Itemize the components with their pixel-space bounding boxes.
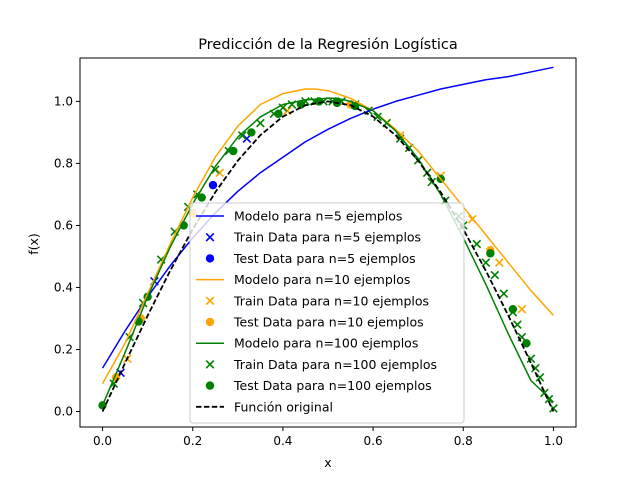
legend: Modelo para n=5 ejemplos Train Data para … [189, 202, 465, 424]
data-point [508, 304, 518, 314]
data-point [98, 401, 107, 410]
data-point [526, 354, 536, 364]
data-point [486, 249, 495, 258]
data-point [274, 109, 283, 119]
series-line [101, 97, 554, 406]
y-axis: 0.0 0.2 0.4 0.6 0.8 1.0 [54, 94, 80, 418]
data-point [373, 112, 382, 122]
data-point [210, 165, 220, 174]
legend-item: Train Data para n=10 ejemplos [205, 293, 429, 308]
data-point [517, 304, 527, 314]
y-tick-label: 0.0 [54, 404, 73, 418]
y-tick-label: 0.4 [54, 280, 73, 294]
data-point [490, 270, 500, 280]
legend-item: Modelo para n=5 ejemplos [196, 209, 402, 224]
legend-item: Test Data para n=5 ejemplos [205, 251, 416, 266]
x-tick-label: 0.6 [364, 434, 383, 448]
legend-swatch [205, 360, 215, 369]
x-tick-label: 0.8 [454, 434, 473, 448]
y-tick-label: 0.6 [54, 218, 73, 232]
data-point [179, 221, 188, 230]
x-tick-label: 0.2 [183, 434, 202, 448]
data-point [237, 131, 247, 140]
chart-title: Predicción de la Regresión Logística [198, 37, 458, 53]
y-tick-label: 0.8 [54, 156, 73, 170]
legend-label: Test Data para n=5 ejemplos [233, 251, 416, 266]
data-point [229, 146, 238, 156]
y-tick-label: 1.0 [54, 94, 73, 108]
data-point [494, 258, 504, 268]
series-modelo-para-n-5-ejemplos [101, 66, 554, 369]
legend-item: Función original [196, 399, 333, 414]
data-point [255, 118, 265, 128]
series-funcion-original [101, 100, 555, 412]
data-point [513, 320, 522, 330]
legend-label: Test Data para n=100 ejemplos [233, 378, 432, 393]
x-axis-label: x [324, 455, 331, 470]
legend-label: Modelo para n=100 ejemplos [234, 336, 418, 351]
legend-box [189, 202, 465, 424]
series-modelo-para-n-10-ejemplos [101, 88, 555, 384]
data-point [208, 180, 218, 190]
legend-label: Train Data para n=10 ejemplos [233, 293, 429, 308]
legend-item: Test Data para n=100 ejemplos [205, 378, 432, 393]
x-tick-label: 1.0 [544, 434, 563, 448]
series-test-data-para-n-5-ejemplos [208, 180, 218, 190]
series-line [101, 88, 555, 384]
legend-swatch [205, 296, 215, 306]
axes-frame [79, 57, 577, 428]
series-modelo-para-n-100-ejemplos [101, 97, 554, 406]
legend-label: Modelo para n=5 ejemplos [234, 209, 402, 224]
data-point [296, 100, 306, 109]
data-point [549, 404, 558, 413]
legend-item: Modelo para n=10 ejemplos [196, 272, 410, 287]
legend-swatch [205, 254, 215, 263]
x-tick-label: 0.0 [93, 434, 112, 448]
legend-swatch [205, 317, 215, 327]
legend-item: Modelo para n=100 ejemplos [196, 336, 418, 351]
data-point [472, 239, 482, 249]
x-tick-label: 0.4 [273, 434, 292, 448]
legend-swatch [205, 232, 215, 242]
series-line [101, 100, 555, 412]
data-point [247, 128, 256, 137]
x-axis: 0.0 0.2 0.4 0.6 0.8 1.0 [93, 427, 563, 448]
data-point [522, 339, 531, 348]
legend-item: Train Data para n=5 ejemplos [205, 230, 421, 245]
legend-swatch [205, 381, 215, 390]
data-point [499, 289, 509, 299]
legend-label: Modelo para n=10 ejemplos [234, 272, 410, 287]
legend-label: Train Data para n=5 ejemplos [233, 230, 421, 245]
legend-label: Train Data para n=100 ejemplos [233, 357, 437, 372]
series-line [101, 66, 554, 369]
plot-area [98, 66, 558, 413]
data-point [215, 168, 225, 178]
legend-item: Test Data para n=10 ejemplos [205, 315, 424, 330]
legend-item: Train Data para n=100 ejemplos [205, 357, 437, 372]
data-point [197, 193, 206, 202]
legend-label: Test Data para n=10 ejemplos [233, 315, 424, 330]
data-point [481, 258, 491, 268]
y-tick-label: 0.2 [54, 342, 73, 356]
legend-label: Función original [234, 399, 333, 414]
y-axis-label: f(x) [26, 233, 41, 255]
